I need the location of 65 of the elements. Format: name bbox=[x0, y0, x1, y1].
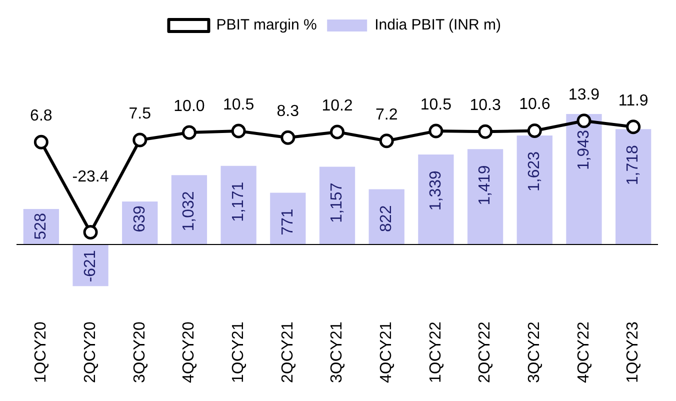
point bbox=[478, 124, 493, 139]
data-label: 1,171 bbox=[230, 182, 247, 222]
x-tick-label: 1QCY21 bbox=[230, 322, 247, 384]
legend-label: India PBIT (INR m) bbox=[374, 16, 502, 34]
x-tick-label: 3QCY20 bbox=[131, 322, 148, 384]
point bbox=[83, 224, 98, 240]
point bbox=[428, 124, 444, 138]
data-label: 1,623 bbox=[526, 151, 544, 192]
point bbox=[182, 125, 196, 140]
bar bbox=[171, 175, 208, 244]
data-label: 10.0 bbox=[174, 98, 205, 115]
bar bbox=[467, 149, 504, 244]
bar bbox=[368, 189, 404, 244]
data-label: 1,419 bbox=[476, 165, 494, 206]
data-label: 6.8 bbox=[30, 108, 52, 124]
data-label: 7.5 bbox=[128, 105, 152, 122]
data-label: 1,718 bbox=[624, 145, 642, 186]
x-tick-label: 2QCY22 bbox=[476, 322, 494, 384]
bar bbox=[270, 192, 306, 244]
bar bbox=[319, 166, 356, 244]
x-tick-label: 2QCY21 bbox=[279, 322, 296, 384]
data-label: -621 bbox=[82, 250, 99, 282]
data-label: 10.6 bbox=[519, 96, 550, 114]
x-tick-label: 3QCY22 bbox=[526, 322, 544, 384]
data-label: 11.9 bbox=[618, 92, 648, 110]
data-label: -23.4 bbox=[72, 168, 109, 186]
data-label: 1,339 bbox=[427, 170, 444, 211]
bar bbox=[566, 114, 602, 244]
x-tick-label: 1QCY23 bbox=[624, 322, 642, 384]
x-tick-label: 4QCY21 bbox=[378, 322, 395, 384]
x-tick-label: 1QCY22 bbox=[427, 322, 444, 384]
point bbox=[379, 134, 394, 148]
data-label: 771 bbox=[279, 208, 296, 236]
data-label: 639 bbox=[131, 205, 148, 232]
bar bbox=[72, 244, 108, 286]
data-label: 7.2 bbox=[375, 106, 398, 124]
point bbox=[527, 124, 542, 138]
data-label: 1,032 bbox=[180, 191, 198, 232]
data-label: 1,157 bbox=[328, 182, 346, 223]
x-tick-label: 3QCY21 bbox=[328, 322, 346, 384]
data-label: 10.3 bbox=[470, 97, 501, 114]
data-label: 13.9 bbox=[568, 86, 600, 104]
point bbox=[330, 124, 344, 140]
point bbox=[576, 114, 592, 128]
legend-label: PBIT margin % bbox=[216, 16, 317, 34]
bar bbox=[616, 129, 652, 244]
data-label: 1,943 bbox=[575, 130, 592, 170]
point bbox=[34, 134, 48, 150]
data-label: 528 bbox=[32, 212, 50, 240]
x-tick-label: 1QCY20 bbox=[32, 322, 50, 384]
x-tick-label: 4QCY22 bbox=[575, 322, 592, 384]
data-label: 10.5 bbox=[420, 96, 452, 114]
point bbox=[280, 130, 296, 145]
bar bbox=[516, 135, 552, 244]
data-label: 8.3 bbox=[276, 103, 300, 120]
point bbox=[231, 124, 246, 138]
data-label: 822 bbox=[378, 205, 395, 232]
point bbox=[132, 132, 148, 148]
x-tick-label: 4QCY20 bbox=[180, 322, 198, 384]
x-tick-label: 2QCY20 bbox=[82, 322, 99, 384]
point bbox=[626, 120, 641, 134]
data-label: 10.2 bbox=[322, 97, 353, 114]
data-label: 10.5 bbox=[222, 96, 254, 114]
bar bbox=[220, 166, 256, 244]
bar bbox=[418, 154, 454, 244]
